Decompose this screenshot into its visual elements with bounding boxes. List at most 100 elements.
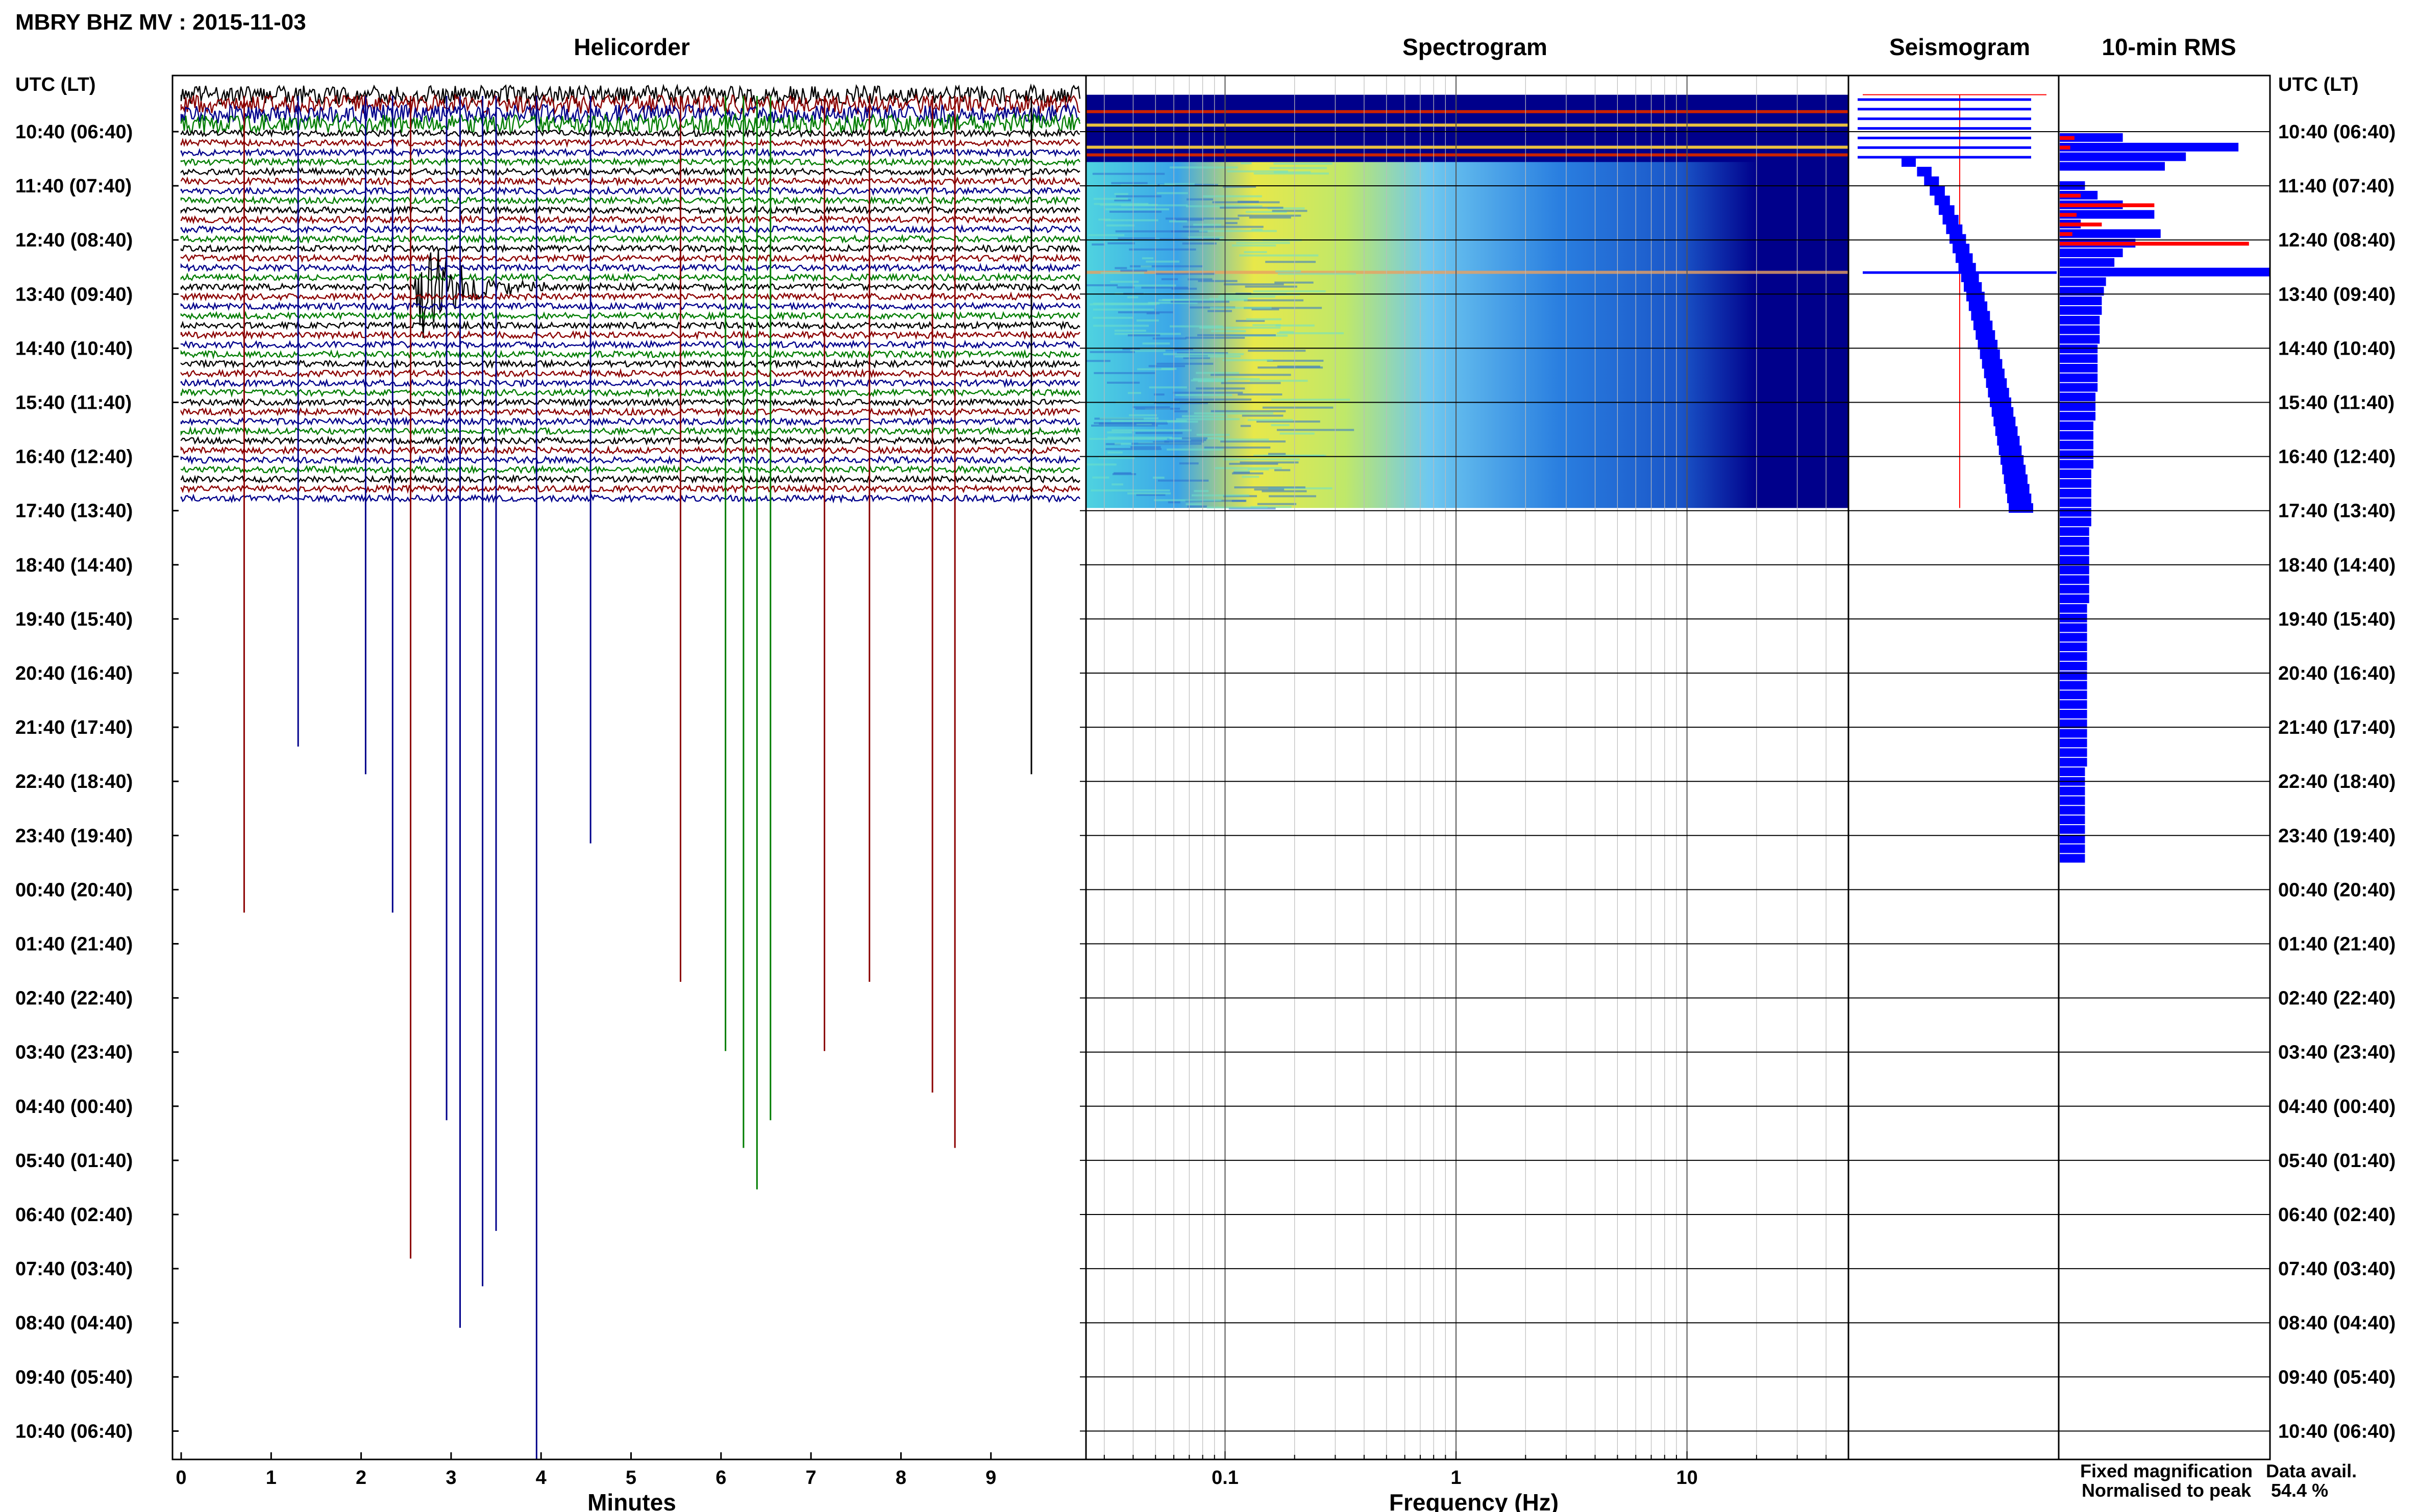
helicorder-trace [180, 455, 1080, 465]
spectrogram-texture [1206, 506, 1268, 509]
helicorder-x-tick-label: 8 [896, 1467, 906, 1489]
spectrogram-texture [1269, 167, 1327, 169]
spectrogram-texture [1163, 353, 1244, 356]
spectrogram-texture [1253, 290, 1326, 292]
rms-bar [2060, 479, 2091, 488]
spectrogram-texture [1186, 205, 1263, 208]
spectrogram-texture [1238, 393, 1282, 396]
rms-bar-normalised [2060, 136, 2075, 140]
rms-bar [2060, 690, 2087, 700]
rms-bar-normalised [2060, 213, 2077, 217]
helicorder-trace [180, 205, 1080, 216]
spectrogram-texture [1127, 296, 1139, 299]
time-axis-header-left: UTC (LT) [15, 74, 96, 95]
spectrogram-texture [1276, 429, 1354, 431]
time-label-left: 07:40 (03:40) [15, 1258, 133, 1280]
spectrogram-texture [1238, 214, 1301, 217]
spectrogram-texture [1174, 355, 1241, 358]
spectrogram-texture [1277, 365, 1320, 368]
rms-bar [2060, 748, 2087, 757]
time-label-left: 21:40 (17:40) [15, 717, 133, 738]
time-label-right: 14:40 (10:40) [2278, 338, 2396, 359]
spectrogram-texture [1115, 230, 1190, 233]
seismogram-fixed-trace [1902, 157, 2033, 513]
spectrogram-texture [1091, 425, 1158, 427]
rms-bar [2060, 585, 2089, 594]
spectrogram-texture [1253, 454, 1326, 457]
spectrogram-texture [1141, 286, 1188, 289]
time-label-right: 10:40 (06:40) [2278, 121, 2396, 143]
helicorder-x-ticks: 0 1 2 3 4 5 6 7 8 9 [176, 1452, 996, 1489]
helicorder-trace [180, 368, 1081, 379]
spectrogram-texture [1093, 302, 1160, 305]
spectrogram-heatmap [1086, 94, 1848, 510]
spectrogram-texture [1277, 272, 1356, 275]
legend: Fixed magnification Normalised to peak D… [2080, 1460, 2357, 1501]
helicorder-trace [180, 445, 1080, 455]
spectrogram-texture [1220, 440, 1286, 443]
time-label-right: 03:40 (23:40) [2278, 1042, 2396, 1063]
rms-bars [2060, 133, 2270, 863]
seismogram-traces [1858, 94, 2057, 513]
rms-bar [2060, 383, 2098, 392]
spectrogram-texture [1251, 228, 1263, 231]
spectrogram-texture [1098, 457, 1135, 459]
time-label-left: 06:40 (02:40) [15, 1204, 133, 1226]
rms-bar [2060, 854, 2085, 863]
spectrogram-texture [1199, 230, 1277, 232]
spectrogram-texture [1240, 425, 1251, 427]
spectrogram-texture [1129, 265, 1203, 267]
time-label-right: 06:40 (02:40) [2278, 1204, 2396, 1226]
spectrogram-texture [1114, 333, 1181, 335]
time-label-right: 18:40 (14:40) [2278, 555, 2396, 576]
time-label-left: 22:40 (18:40) [15, 771, 133, 792]
spectrogram-texture [1267, 359, 1324, 362]
time-label-left: 03:40 (23:40) [15, 1042, 133, 1063]
rms-bar [2060, 700, 2087, 709]
time-label-right: 22:40 (18:40) [2278, 771, 2396, 792]
spectrogram-texture [1107, 381, 1140, 384]
rms-bar [2060, 623, 2087, 632]
rms-bar [2060, 210, 2155, 219]
spectrogram-texture [1191, 494, 1249, 497]
spectrogram-initial-rows [1086, 94, 1848, 162]
spectrogram-band [1086, 110, 1848, 113]
spectrogram-texture [1093, 316, 1133, 319]
rms-bar [2060, 517, 2091, 527]
rms-bar [2060, 758, 2087, 767]
spectrogram-texture [1087, 463, 1117, 466]
spectrogram-texture [1091, 489, 1170, 492]
helicorder-trace [180, 435, 1081, 446]
spectrogram-texture [1251, 308, 1279, 311]
spectrogram-texture [1234, 469, 1249, 472]
helicorder-trace [180, 349, 1080, 360]
spectrogram-texture [1154, 499, 1222, 502]
spectrogram-texture [1244, 307, 1322, 309]
rms-bar [2060, 729, 2087, 738]
spectrogram-texture [1194, 412, 1273, 415]
spectrogram-texture [1112, 473, 1137, 476]
rms-bar [2060, 402, 2096, 411]
rms-bar [2060, 229, 2161, 238]
rms-bar [2060, 556, 2089, 565]
spectrogram-texture [1146, 260, 1180, 263]
helicorder-trace [180, 291, 1081, 302]
rms-bar [2060, 575, 2089, 584]
helicorder-trace [180, 137, 1080, 148]
spectrogram-texture [1250, 506, 1292, 508]
rms-bar [2060, 422, 2093, 430]
time-label-right: 16:40 (12:40) [2278, 447, 2396, 468]
spectrogram-texture [1227, 170, 1288, 172]
rms-bar-normalised [2060, 222, 2102, 227]
spectrogram-texture [1127, 334, 1161, 337]
spectrogram-texture [1106, 224, 1134, 227]
spectrogram-texture [1207, 310, 1232, 312]
spectrogram-texture [1223, 186, 1256, 188]
spectrogram-texture [1152, 477, 1165, 479]
spectrogram-texture [1128, 392, 1141, 394]
rms-bar [2060, 767, 2085, 776]
helicorder-trace [180, 387, 1081, 398]
rms-bar [2060, 162, 2165, 171]
legend-normalised: Normalised to peak [2082, 1480, 2252, 1501]
